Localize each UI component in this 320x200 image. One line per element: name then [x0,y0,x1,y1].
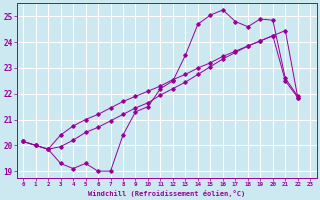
X-axis label: Windchill (Refroidissement éolien,°C): Windchill (Refroidissement éolien,°C) [88,190,245,197]
